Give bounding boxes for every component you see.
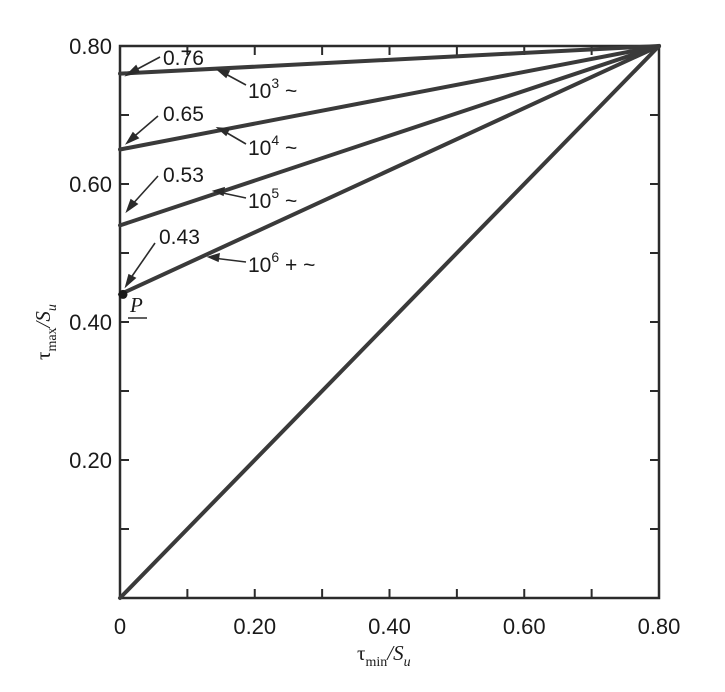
life-arrowhead-3: [206, 252, 220, 263]
y-tick-label-3: 0.80: [69, 34, 112, 59]
x-tick-label-2: 0.40: [368, 614, 411, 639]
intercept-label-1: 0.65: [163, 103, 204, 126]
tick-labels: 0 0.20 0.40 0.60 0.80 0.20 0.40 0.60 0.80: [69, 34, 680, 639]
x-axis-title: τmin/Su: [357, 641, 411, 670]
life-arrowhead-2: [211, 186, 225, 197]
intercept-label-0: 0.76: [163, 47, 204, 70]
intercept-arrow-3: [127, 242, 156, 283]
y-tick-label-2: 0.60: [69, 172, 112, 197]
life-label-0: 103 ~: [248, 75, 297, 103]
series-line-1: [118, 44, 661, 152]
ticks: [120, 46, 659, 598]
y-tick-label-0: 0.20: [69, 448, 112, 473]
x-tick-label-4: 0.80: [638, 614, 681, 639]
series-line-0: [118, 44, 661, 76]
point-p-label: P: [129, 293, 143, 317]
y-tick-label-1: 0.40: [69, 310, 112, 335]
series-lines: [118, 44, 661, 600]
intercept-arrowhead-1: [124, 131, 140, 145]
intercept-label-2: 0.53: [163, 164, 204, 187]
x-tick-label-3: 0.60: [503, 614, 546, 639]
intercept-arrowhead-0: [124, 64, 141, 77]
life-label-2: 105 ~: [248, 185, 297, 213]
life-arrows: [206, 68, 247, 263]
life-label-3: 106 + ~: [248, 249, 315, 277]
intercept-arrowhead-3: [124, 273, 137, 289]
intercept-arrowhead-2: [125, 198, 139, 214]
x-tick-label-1: 0.20: [233, 614, 276, 639]
diagonal-line: [118, 44, 661, 600]
series-line-3: [118, 44, 661, 297]
life-label-1: 104 ~: [248, 132, 297, 160]
series-line-2: [118, 44, 661, 228]
intercept-arrows: [124, 56, 161, 289]
life-arrowhead-1: [215, 126, 231, 137]
x-tick-label-0: 0: [114, 614, 126, 639]
life-arrowhead-0: [215, 68, 231, 79]
y-axis-title: τmax/Su: [31, 304, 60, 360]
intercept-label-3: 0.43: [159, 226, 200, 249]
point-p-marker: [118, 289, 128, 299]
